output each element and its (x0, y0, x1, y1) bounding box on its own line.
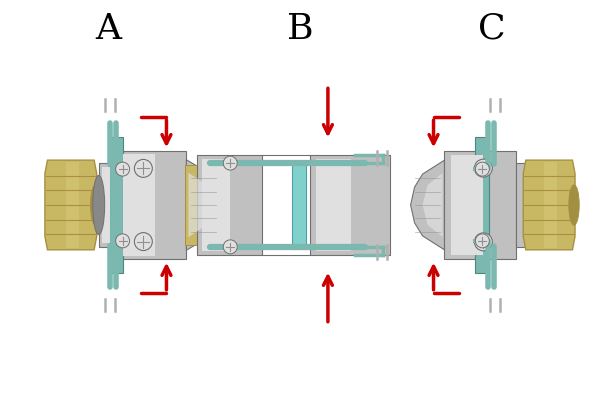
Circle shape (223, 240, 237, 254)
Bar (115, 151, 187, 259)
Polygon shape (187, 160, 220, 250)
Circle shape (134, 233, 152, 250)
Bar (101, 167, 110, 243)
Ellipse shape (91, 185, 101, 225)
Bar (475, 137, 490, 273)
Ellipse shape (569, 185, 579, 225)
Bar (197, 155, 262, 255)
Polygon shape (422, 173, 443, 237)
Bar (451, 155, 484, 255)
Circle shape (134, 160, 152, 177)
Circle shape (475, 233, 493, 251)
Circle shape (475, 234, 490, 248)
Text: C: C (478, 12, 505, 46)
Bar (185, 165, 197, 245)
Polygon shape (410, 160, 445, 250)
Polygon shape (544, 162, 557, 248)
Bar (122, 154, 155, 256)
Bar (516, 163, 530, 247)
Circle shape (116, 162, 130, 176)
Polygon shape (523, 160, 575, 250)
Text: A: A (95, 12, 122, 46)
Circle shape (475, 162, 490, 176)
Bar (292, 161, 306, 249)
Bar (202, 159, 230, 251)
Circle shape (475, 159, 493, 177)
Circle shape (223, 156, 237, 170)
Ellipse shape (93, 175, 104, 234)
Bar (310, 155, 389, 255)
Polygon shape (188, 173, 208, 237)
Circle shape (116, 234, 130, 248)
Bar (109, 137, 122, 273)
Bar (316, 159, 351, 251)
Polygon shape (65, 162, 79, 248)
Polygon shape (45, 160, 97, 250)
Bar (445, 151, 516, 259)
Text: B: B (287, 12, 313, 46)
Bar (99, 163, 115, 247)
